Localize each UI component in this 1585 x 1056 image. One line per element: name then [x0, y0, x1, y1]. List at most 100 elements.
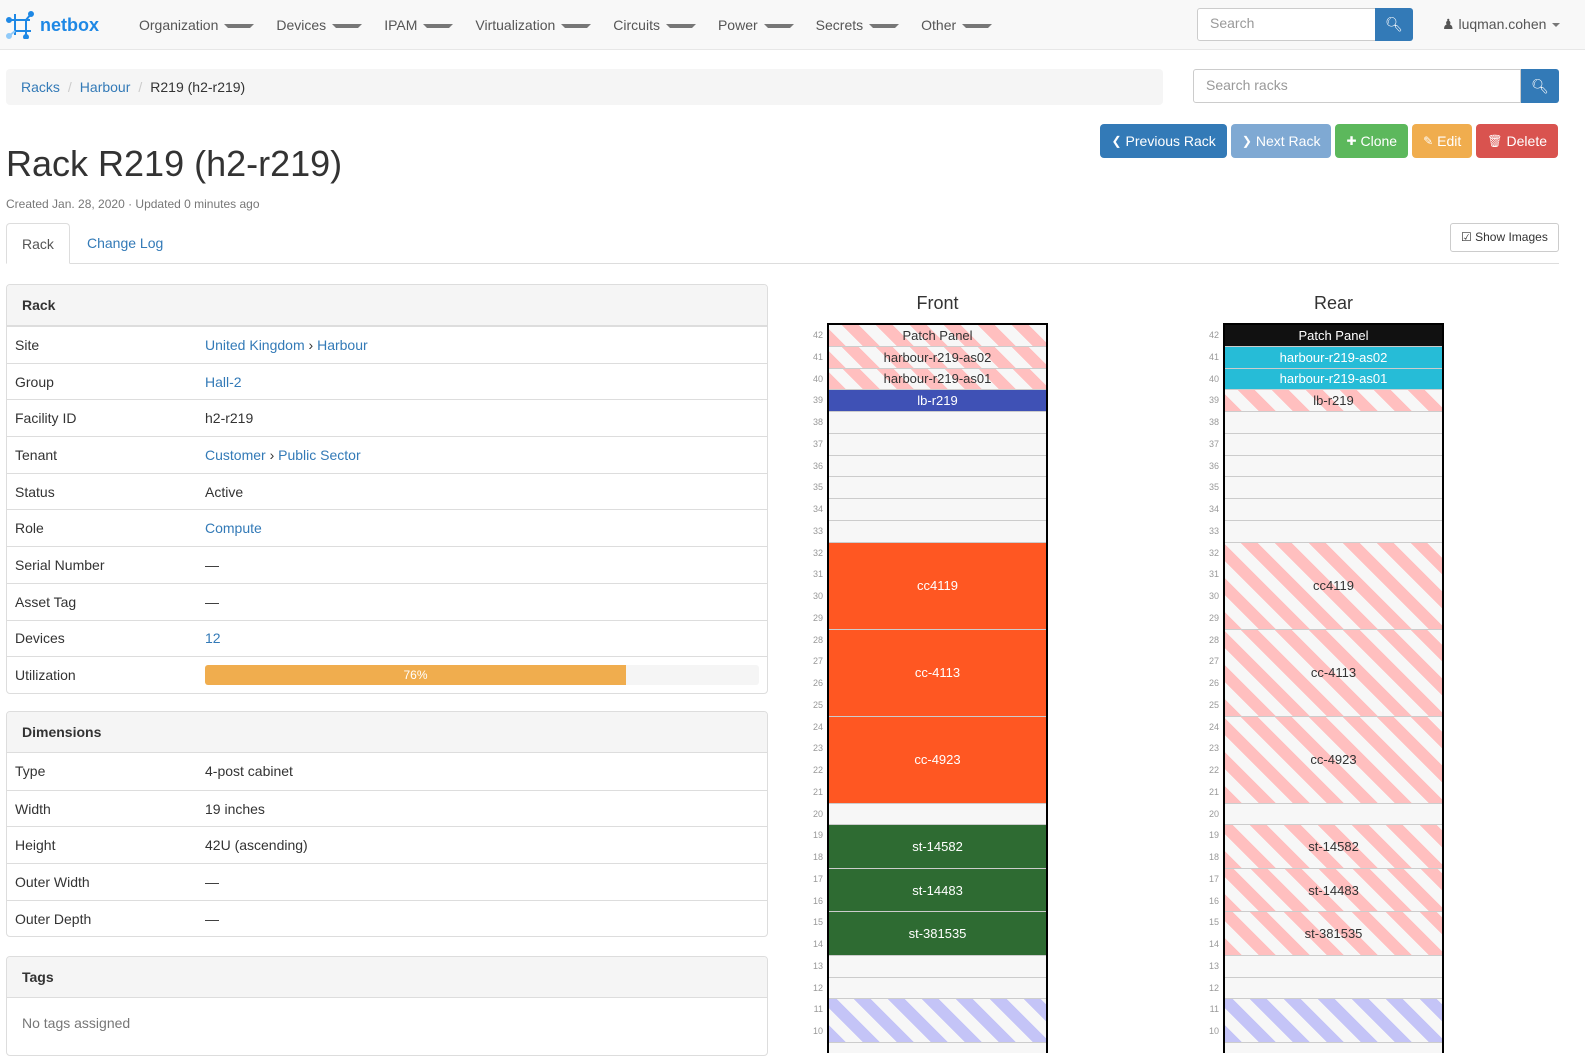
empty-slot[interactable] [1225, 956, 1442, 978]
empty-slot[interactable] [829, 804, 1046, 826]
unit-number: 33 [812, 525, 823, 536]
device-cc-4113[interactable]: cc-4113 [829, 629, 1046, 717]
empty-slot[interactable] [829, 434, 1046, 456]
empty-slot[interactable] [1225, 412, 1442, 434]
device-cc4119[interactable]: cc4119 [829, 542, 1046, 630]
nav-menu-organization[interactable]: Organization [128, 17, 265, 33]
menu-label: Other [921, 17, 957, 33]
group-link[interactable]: Hall-2 [205, 373, 242, 390]
rack-search-input[interactable]: Search racks [1193, 69, 1521, 103]
front-title: Front [916, 293, 959, 313]
plus-icon: ✚ [1346, 134, 1357, 148]
empty-slot[interactable] [1225, 434, 1442, 456]
empty-slot[interactable] [829, 412, 1046, 434]
empty-slot[interactable] [829, 499, 1046, 521]
empty-slot[interactable] [1225, 456, 1442, 478]
dimension-row: Outer Width — [7, 863, 767, 900]
value: 19 inches [205, 800, 265, 817]
device-harbour-r219-as01[interactable]: harbour-r219-as01 [829, 368, 1046, 391]
netbox-logo[interactable]: netbox [6, 11, 99, 39]
label: Outer Depth [15, 910, 92, 927]
empty-slot[interactable] [1225, 499, 1442, 521]
front-rack-elevation: Patch Panel harbour-r219-as02 harbour-r219… [827, 323, 1048, 1053]
unit-number: 12 [812, 982, 823, 993]
label: Devices [15, 630, 65, 647]
devices-link[interactable]: 12 [205, 630, 221, 647]
unit-number: 10 [812, 1026, 823, 1036]
unit-number: 26 [1208, 678, 1219, 688]
edit-button[interactable]: ✎ Edit [1412, 124, 1473, 158]
tenant-link[interactable]: Public Sector [278, 446, 361, 463]
nav-menu-devices[interactable]: Devices [265, 17, 373, 33]
nav-menu-other[interactable]: Other [910, 17, 1003, 33]
breadcrumb-racks[interactable]: Racks [21, 79, 60, 95]
empty-slot[interactable] [829, 456, 1046, 478]
empty-slot[interactable] [829, 978, 1046, 1000]
empty-slot[interactable] [829, 956, 1046, 978]
trash-icon: 🗑︎ [1487, 134, 1503, 148]
device-cc-4113[interactable]: cc-4113 [1225, 629, 1442, 717]
device-harbour-r219-as01[interactable]: harbour-r219-as01 [1225, 368, 1442, 391]
caret-down-icon [224, 24, 255, 29]
unit-number: 29 [1208, 612, 1219, 623]
next-rack-button[interactable]: ❯ Next Rack [1230, 124, 1332, 158]
breadcrumb-site[interactable]: Harbour [79, 79, 131, 95]
reserved-slot[interactable] [1225, 999, 1442, 1043]
device-st-14483[interactable]: st-14483 [1225, 868, 1442, 913]
device-st-381535[interactable]: st-381535 [1225, 912, 1442, 956]
role-link[interactable]: Compute [205, 520, 262, 537]
delete-button[interactable]: 🗑︎ Delete [1476, 124, 1558, 158]
tenant-group-link[interactable]: Customer [205, 446, 266, 463]
device-st-14582[interactable]: st-14582 [1225, 825, 1442, 869]
empty-slot[interactable] [829, 477, 1046, 499]
label: Role [15, 520, 44, 537]
show-images-button[interactable]: ☑ Show Images [1450, 223, 1559, 252]
global-search-button[interactable]: 🔍︎ [1375, 8, 1413, 41]
unit-number: 17 [812, 873, 823, 884]
empty-slot[interactable] [1225, 978, 1442, 1000]
user-menu[interactable]: ♟ luqman.cohen [1442, 16, 1561, 33]
device-lb-r219[interactable]: lb-r219 [1225, 390, 1442, 412]
device-st-14483[interactable]: st-14483 [829, 868, 1046, 913]
caret-down-icon [561, 24, 592, 29]
site-link[interactable]: Harbour [317, 336, 368, 353]
value: — [205, 910, 219, 927]
empty-slot[interactable] [1225, 477, 1442, 499]
caret-down-icon [962, 24, 993, 29]
username: luqman.cohen [1458, 16, 1547, 32]
caret-down-icon [763, 24, 794, 29]
device-patch-panel[interactable]: Patch Panel [829, 325, 1046, 347]
tab-change-log[interactable]: Change Log [87, 235, 164, 251]
user-icon: ♟ [1442, 16, 1455, 32]
device-harbour-r219-as02[interactable]: harbour-r219-as02 [1225, 346, 1442, 369]
region-link[interactable]: United Kingdom [205, 336, 305, 353]
button-label: Next Rack [1255, 133, 1321, 149]
caret-down-icon [332, 24, 363, 29]
empty-slot[interactable] [1225, 521, 1442, 543]
rack-search-button[interactable]: 🔍︎ [1521, 69, 1559, 103]
nav-menu-circuits[interactable]: Circuits [602, 17, 707, 33]
empty-slot[interactable] [1225, 804, 1442, 826]
device-cc-4923[interactable]: cc-4923 [829, 716, 1046, 804]
device-st-14582[interactable]: st-14582 [829, 825, 1046, 869]
clone-button[interactable]: ✚ Clone [1335, 124, 1409, 158]
device-st-381535[interactable]: st-381535 [829, 912, 1046, 956]
device-patch-panel[interactable]: Patch Panel [1225, 325, 1442, 347]
device-lb-r219[interactable]: lb-r219 [829, 390, 1046, 412]
label: Outer Width [15, 873, 90, 890]
device-cc-4923[interactable]: cc-4923 [1225, 716, 1442, 804]
previous-rack-button[interactable]: ❮ Previous Rack [1100, 124, 1227, 158]
empty-slot[interactable] [829, 521, 1046, 543]
rear-rack-elevation: Patch Panel harbour-r219-as02 harbour-r219… [1223, 323, 1444, 1053]
tab-rack[interactable]: Rack [6, 223, 70, 264]
nav-menu-virtualization[interactable]: Virtualization [464, 17, 602, 33]
show-images-label: Show Images [1475, 230, 1548, 244]
nav-menu-secrets[interactable]: Secrets [805, 17, 910, 33]
global-search-input[interactable]: Search [1197, 8, 1376, 41]
unit-number: 40 [1208, 373, 1219, 384]
device-harbour-r219-as02[interactable]: harbour-r219-as02 [829, 346, 1046, 369]
reserved-slot[interactable] [829, 999, 1046, 1043]
nav-menu-power[interactable]: Power [707, 17, 805, 33]
device-cc4119[interactable]: cc4119 [1225, 542, 1442, 630]
nav-menu-ipam[interactable]: IPAM [373, 17, 464, 33]
